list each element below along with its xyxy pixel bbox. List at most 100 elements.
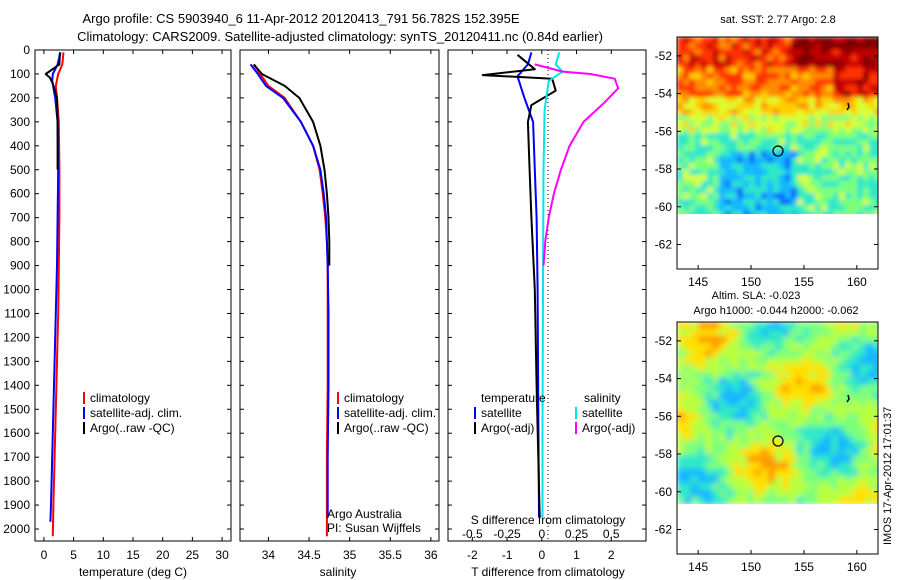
- sla-cell: [831, 385, 839, 393]
- sla-cell: [817, 336, 825, 344]
- sst-cell: [809, 139, 816, 146]
- sst-cell: [773, 61, 780, 68]
- sla-cell: [775, 364, 783, 372]
- sst-cell: [737, 55, 744, 62]
- sst-cell: [791, 73, 798, 80]
- sla-cell: [775, 476, 783, 484]
- sst-cell: [689, 181, 696, 188]
- sla-cell: [831, 357, 839, 365]
- sla-cell: [873, 427, 878, 435]
- sst-cell: [827, 85, 834, 92]
- sla-cell: [782, 441, 790, 449]
- sla-cell: [712, 427, 720, 435]
- sst-cell: [809, 73, 816, 80]
- sla-cell: [866, 329, 874, 337]
- sst-cell: [791, 67, 798, 74]
- sst-cell: [827, 79, 834, 86]
- sst-cell: [677, 145, 684, 152]
- sla-cell: [712, 469, 720, 477]
- difference-plot-frame: [447, 49, 647, 542]
- sst-cell: [677, 151, 684, 158]
- sst-cell: [683, 211, 690, 214]
- legend-label-s-argo: Argo(-adj): [582, 421, 635, 435]
- sst-cell: [761, 145, 768, 152]
- sst-cell: [827, 193, 834, 200]
- sst-cell: [821, 67, 828, 74]
- sst-cell: [749, 175, 756, 182]
- sst-cell: [833, 175, 840, 182]
- sla-cell: [859, 441, 867, 449]
- sla-cell: [831, 343, 839, 351]
- sst-cell: [683, 199, 690, 206]
- sst-cell: [809, 181, 816, 188]
- sla-cell: [761, 378, 769, 386]
- sla-cell: [691, 399, 699, 407]
- sst-cell: [761, 133, 768, 140]
- sst-cell: [713, 121, 720, 128]
- sla-cell: [838, 399, 846, 407]
- sst-cell: [785, 115, 792, 122]
- sst-cell: [821, 115, 828, 122]
- sla-cell: [782, 448, 790, 456]
- sst-cell: [695, 193, 702, 200]
- sla-cell: [796, 497, 804, 504]
- sla-cell: [845, 490, 853, 498]
- sla-cell: [866, 392, 874, 400]
- sla-cell: [789, 343, 797, 351]
- sla-cell: [747, 490, 755, 498]
- sla-cell: [775, 462, 783, 470]
- depth-tick-label: 1100: [4, 306, 30, 320]
- sst-cell: [863, 193, 870, 200]
- sla-cell: [747, 399, 755, 407]
- sst-cell: [743, 43, 750, 50]
- sst-cell: [827, 127, 834, 134]
- sla-cell: [838, 329, 846, 337]
- sst-cell: [839, 115, 846, 122]
- sla-cell: [824, 350, 832, 358]
- sla-cell: [677, 371, 685, 379]
- sla-cell: [691, 392, 699, 400]
- sla-cell: [824, 322, 832, 330]
- sst-cell: [863, 139, 870, 146]
- sst-cell: [827, 163, 834, 170]
- sla-cell: [684, 322, 692, 330]
- sla-cell: [782, 476, 790, 484]
- sla-cell: [761, 385, 769, 393]
- sla-cell: [684, 336, 692, 344]
- sst-cell: [749, 43, 756, 50]
- legend-header-salinity: salinity: [584, 391, 621, 405]
- sst-cell: [707, 145, 714, 152]
- sst-cell: [689, 151, 696, 158]
- sst-cell: [821, 55, 828, 62]
- sst-cell: [791, 79, 798, 86]
- salinity-plot-frame: [239, 49, 440, 542]
- sst-cell: [749, 115, 756, 122]
- sst-cell: [725, 151, 732, 158]
- sst-cell: [719, 145, 726, 152]
- sla-cell: [852, 462, 860, 470]
- sst-cell: [707, 193, 714, 200]
- sst-cell: [689, 97, 696, 104]
- sst-cell: [689, 73, 696, 80]
- sla-cell: [726, 378, 734, 386]
- sla-cell: [733, 490, 741, 498]
- sla-cell: [677, 322, 685, 330]
- sst-cell: [761, 73, 768, 80]
- sst-cell: [773, 139, 780, 146]
- sla-cell: [817, 322, 825, 330]
- sst-cell: [839, 175, 846, 182]
- sla-cell: [677, 497, 685, 504]
- sst-cell: [731, 139, 738, 146]
- sst-cell: [683, 121, 690, 128]
- sla-cell: [754, 462, 762, 470]
- sst-cell: [809, 169, 816, 176]
- sla-cell: [768, 350, 776, 358]
- sst-cell: [875, 127, 878, 134]
- sla-cell: [768, 476, 776, 484]
- sla-cell: [726, 336, 734, 344]
- sst-cell: [875, 109, 878, 116]
- salinity-series: [249, 63, 331, 537]
- depth-tick-label: 1000: [3, 283, 30, 297]
- sst-cell: [779, 49, 786, 56]
- depth-tick-label: 1400: [3, 378, 30, 392]
